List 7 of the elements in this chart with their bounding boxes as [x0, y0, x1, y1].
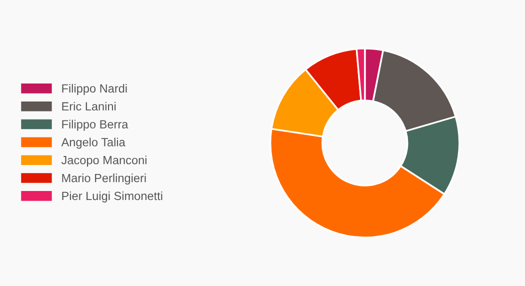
legend-label: Eric Lanini [62, 102, 116, 111]
legend-label: Mario Perlingieri [62, 174, 146, 185]
legend-label: Filippo Nardi [62, 84, 127, 95]
legend-label: Filippo Berra [62, 120, 128, 131]
legend-label: Angelo Talia [61, 138, 126, 149]
legend-label: Pier Luigi Simonetti [62, 191, 162, 202]
legend-label: Jacopo Manconi [61, 156, 146, 167]
